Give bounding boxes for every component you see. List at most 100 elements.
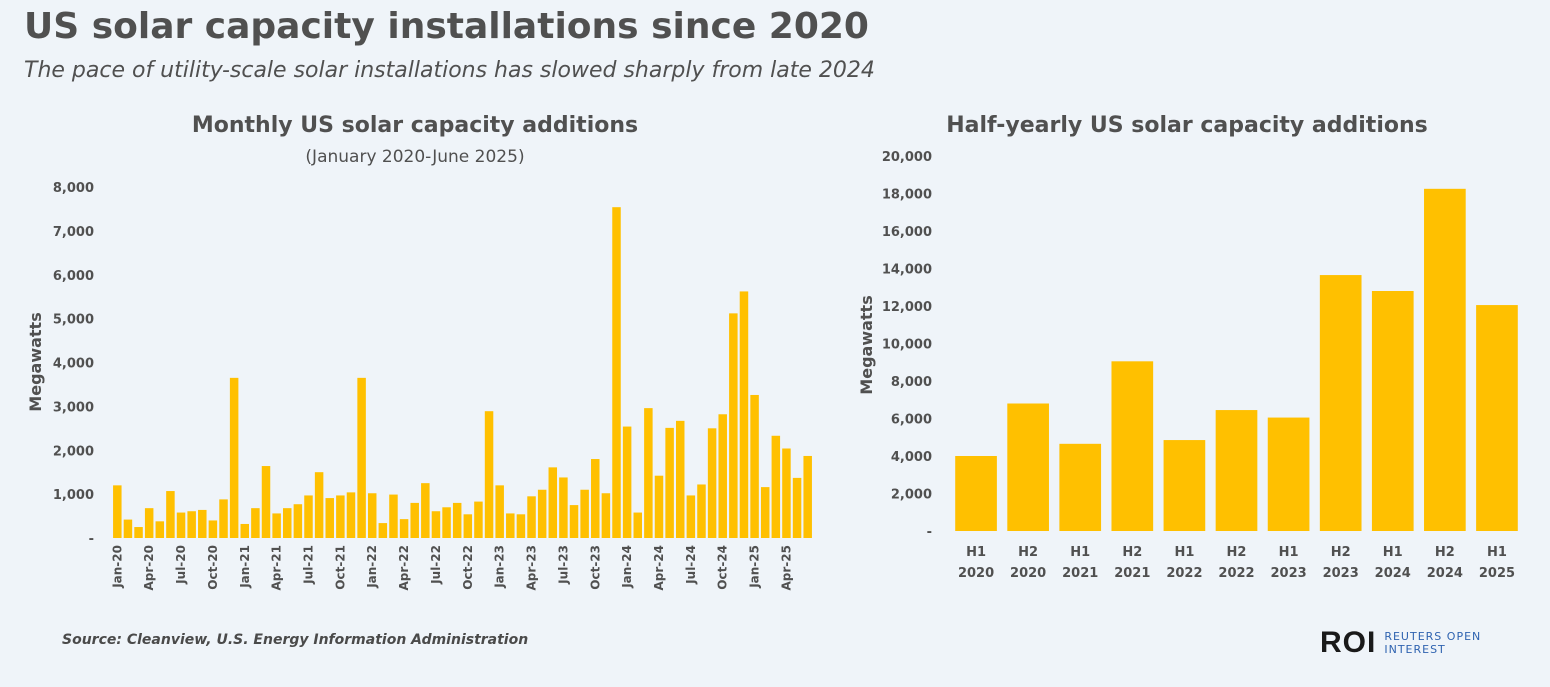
roi-logo: ROI REUTERS OPEN INTEREST	[1320, 626, 1481, 660]
monthly-bar	[559, 477, 568, 538]
monthly-bar	[304, 495, 313, 538]
monthly-bar	[251, 508, 260, 538]
source-note: Source: Cleanview, U.S. Energy Informati…	[62, 632, 529, 648]
half-yearly-y-axis: - 2,000 4,000 6,000 8,000 10,000 12,000 14,000 1…	[882, 150, 932, 540]
monthly-bar	[176, 512, 186, 538]
monthly-bar	[548, 467, 558, 538]
monthly-x-tick-label: Oct-20	[206, 545, 220, 590]
monthly-x-tick-label: Apr-23	[525, 545, 539, 590]
half-yearly-y-tick-label: 14,000	[882, 263, 932, 278]
half-yearly-bar	[955, 456, 997, 531]
half-yearly-bar	[1267, 417, 1310, 531]
monthly-x-tick-label: Jan-24	[620, 545, 634, 589]
monthly-bar	[516, 514, 526, 538]
half-yearly-x-tick-label: H1 2024	[1375, 545, 1411, 581]
half-yearly-x-tick-label: H1 2020	[958, 545, 994, 581]
half-yearly-bar	[1424, 188, 1466, 531]
monthly-y-tick-label: 3,000	[53, 400, 94, 415]
monthly-x-tick-label: Apr-21	[270, 545, 284, 590]
monthly-bar	[580, 489, 589, 538]
half-yearly-bar	[1111, 361, 1154, 531]
half-yearly-x-tick-label: H2 2022	[1218, 545, 1254, 581]
monthly-bar	[601, 493, 611, 538]
monthly-x-tick-label: Jan-23	[493, 545, 507, 589]
half-yearly-y-tick-label: 2,000	[891, 488, 932, 503]
monthly-bar	[198, 509, 207, 538]
monthly-x-tick-label: Jul-21	[301, 545, 315, 585]
monthly-bar	[134, 527, 143, 538]
half-yearly-bar	[1319, 275, 1362, 531]
monthly-bar	[123, 519, 133, 538]
monthly-x-tick-label: Jan-21	[238, 545, 252, 589]
monthly-bar	[336, 495, 345, 538]
monthly-x-tick-label: Jan-22	[365, 545, 379, 589]
monthly-bar	[527, 496, 536, 538]
monthly-y-axis: - 1,000 2,000 3,000 4,000 5,000 6,000 7,000 8,00…	[53, 181, 94, 547]
page-subtitle: The pace of utility-scale solar installa…	[24, 58, 875, 83]
monthly-bar	[506, 513, 515, 538]
monthly-y-tick-label: -	[89, 532, 94, 547]
monthly-chart-title: Monthly US solar capacity additions	[192, 113, 638, 138]
half-yearly-bar	[1215, 410, 1258, 531]
monthly-bar	[537, 489, 547, 538]
half-yearly-bar	[1059, 443, 1102, 531]
monthly-x-tick-label: Oct-21	[333, 545, 347, 590]
half-yearly-y-tick-label: 16,000	[882, 225, 932, 240]
monthly-x-tick-label: Jul-22	[429, 545, 443, 585]
monthly-bar	[367, 493, 377, 538]
monthly-y-tick-label: 1,000	[53, 488, 94, 503]
monthly-bar	[357, 377, 366, 538]
monthly-bar	[293, 504, 303, 538]
monthly-x-tick-label: Jan-20	[110, 545, 124, 589]
half-yearly-bar	[1163, 440, 1206, 531]
half-yearly-y-tick-label: 10,000	[882, 338, 932, 353]
monthly-bar	[166, 491, 175, 538]
monthly-bar	[665, 427, 674, 538]
page-title: US solar capacity installations since 20…	[24, 6, 869, 47]
half-yearly-bar	[1371, 291, 1414, 531]
monthly-bar	[463, 514, 473, 538]
monthly-bars	[113, 207, 812, 538]
monthly-x-tick-label: Apr-24	[652, 545, 666, 590]
logo-mark: ROI	[1320, 626, 1377, 659]
monthly-bar	[261, 466, 271, 538]
monthly-y-tick-label: 4,000	[53, 357, 94, 372]
half-yearly-y-tick-label: 4,000	[891, 450, 932, 465]
monthly-bar	[346, 492, 356, 538]
monthly-bar	[442, 507, 451, 538]
monthly-y-tick-label: 8,000	[53, 181, 94, 196]
monthly-y-tick-label: 2,000	[53, 444, 94, 459]
monthly-x-tick-label: Apr-20	[142, 545, 156, 590]
monthly-bar	[421, 483, 430, 538]
half-yearly-x-tick-label: H1 2025	[1479, 545, 1515, 581]
monthly-x-tick-label: Jul-20	[174, 545, 188, 585]
monthly-bar	[155, 521, 165, 538]
half-yearly-y-tick-label: 8,000	[891, 375, 932, 390]
half-yearly-y-tick-label: 6,000	[891, 413, 932, 428]
half-yearly-y-tick-label: 20,000	[882, 150, 932, 165]
monthly-bar	[729, 313, 738, 538]
half-yearly-chart: Half-yearly US solar capacity additions …	[857, 113, 1518, 581]
half-yearly-bar	[1007, 403, 1049, 531]
half-yearly-x-axis: H1 2020 H2 2020 H1 2021 H2 2021 H1 2022 H2 2022 H1 20…	[958, 545, 1515, 581]
half-yearly-x-tick-label: H2 2024	[1427, 545, 1463, 581]
half-yearly-y-tick-label: 18,000	[882, 188, 932, 203]
half-yearly-bars	[955, 188, 1518, 531]
monthly-bar	[612, 207, 621, 538]
monthly-x-tick-label: Oct-23	[588, 545, 602, 590]
monthly-bar	[622, 426, 632, 538]
monthly-bar	[410, 502, 419, 538]
monthly-bar	[718, 414, 727, 538]
monthly-bar	[389, 494, 398, 538]
monthly-bar	[803, 455, 812, 538]
monthly-bar	[707, 428, 717, 538]
monthly-bar	[569, 505, 579, 538]
monthly-y-tick-label: 6,000	[53, 269, 94, 284]
monthly-bar	[654, 475, 664, 538]
monthly-bar	[283, 508, 292, 538]
monthly-bar	[378, 523, 388, 538]
monthly-bar	[240, 523, 250, 538]
monthly-bar	[771, 435, 781, 538]
logo-text: REUTERS OPEN INTEREST	[1384, 630, 1482, 656]
monthly-bar	[792, 477, 802, 538]
